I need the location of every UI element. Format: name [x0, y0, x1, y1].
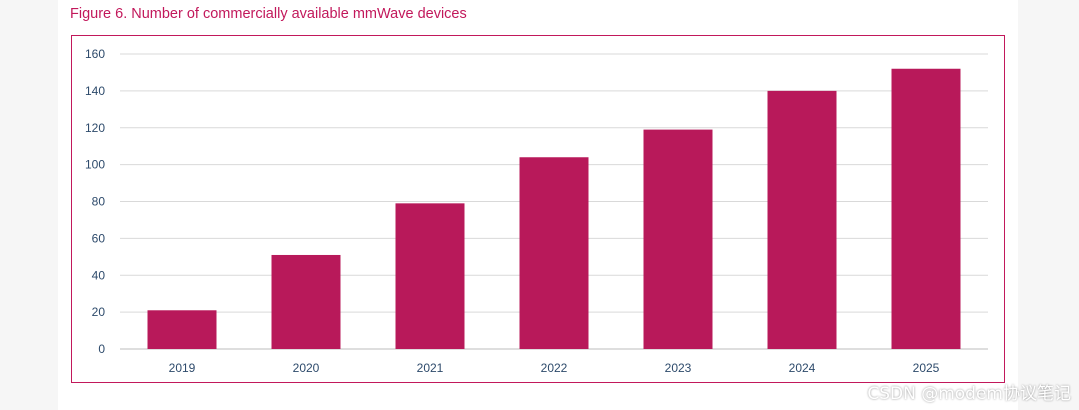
y-tick-label: 80 — [92, 195, 106, 209]
y-tick-label: 40 — [92, 268, 106, 282]
chart-frame: 0 20 40 60 80 100 120 140 160 2019 2020 2021 2022 20… — [71, 35, 1005, 383]
y-tick-label: 100 — [85, 158, 105, 172]
x-tick-label: 2020 — [293, 361, 320, 375]
y-tick-label: 120 — [85, 121, 105, 135]
bar-2025 — [891, 68, 961, 349]
bars — [147, 68, 961, 349]
x-tick-label: 2025 — [913, 361, 940, 375]
bar-2023 — [643, 129, 713, 349]
bar-2022 — [519, 157, 589, 349]
y-tick-label: 160 — [85, 47, 105, 61]
watermark-text: CSDN @modem协议笔记 — [867, 384, 1071, 404]
y-tick-label: 20 — [92, 305, 106, 319]
y-axis-ticks: 0 20 40 60 80 100 120 140 160 — [85, 47, 105, 356]
x-tick-label: 2022 — [541, 361, 568, 375]
y-tick-label: 0 — [98, 342, 105, 356]
bar-2021 — [395, 203, 465, 349]
document-page: Figure 6. Number of commercially availab… — [58, 0, 1018, 410]
bar-2020 — [271, 254, 341, 349]
x-tick-label: 2024 — [789, 361, 816, 375]
figure-title: Figure 6. Number of commercially availab… — [70, 6, 467, 22]
y-tick-label: 60 — [92, 231, 106, 245]
bar-2019 — [147, 310, 217, 349]
bar-2024 — [767, 90, 837, 349]
x-tick-label: 2019 — [169, 361, 196, 375]
x-axis-ticks: 2019 2020 2021 2022 2023 2024 2025 — [169, 361, 940, 375]
y-tick-label: 140 — [85, 84, 105, 98]
x-tick-label: 2021 — [417, 361, 444, 375]
x-tick-label: 2023 — [665, 361, 692, 375]
